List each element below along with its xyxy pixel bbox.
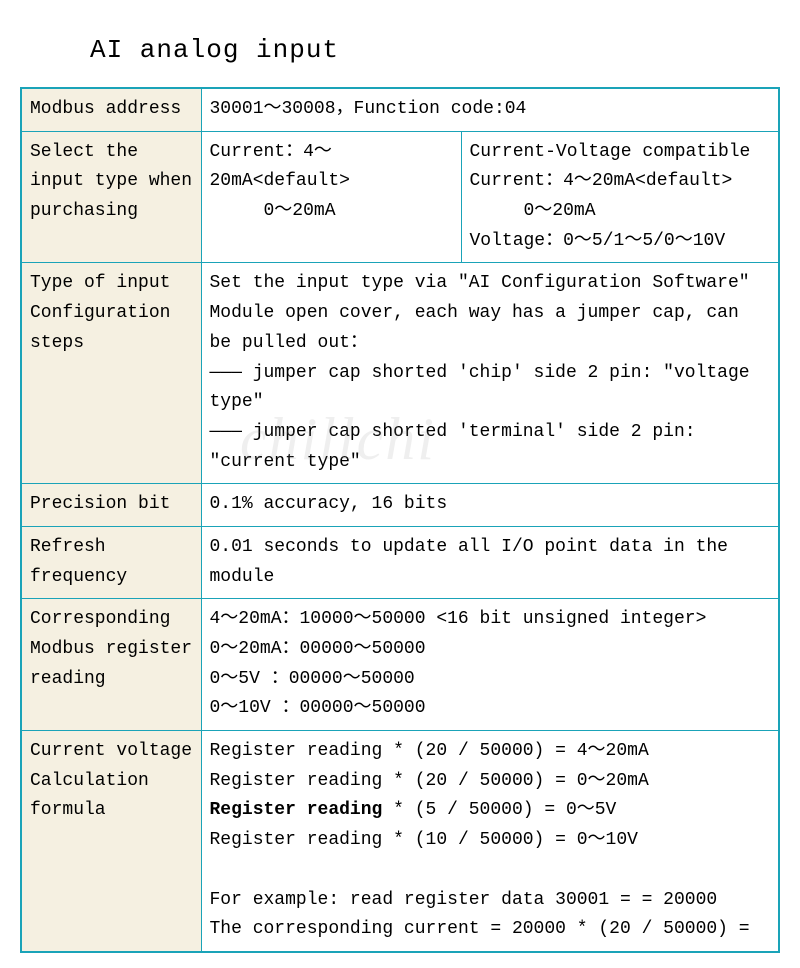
value-formula: Register reading * (20 / 50000) = 4～20mA… bbox=[201, 731, 779, 952]
table-row: Refresh frequency 0.01 seconds to update… bbox=[21, 526, 779, 598]
value-input-type-compatible: Current-Voltage compatible Current：4～20m… bbox=[461, 131, 779, 263]
label-input-type: Select the input type when purchasing bbox=[21, 131, 201, 263]
label-modbus-address: Modbus address bbox=[21, 88, 201, 131]
text: The corresponding current = 20000 * (20 … bbox=[210, 919, 750, 939]
value-input-type-current: Current：4～ 20mA<default> 0～20mA bbox=[201, 131, 461, 263]
value-refresh: 0.01 seconds to update all I/O point dat… bbox=[201, 526, 779, 598]
label-precision: Precision bit bbox=[21, 484, 201, 527]
text: 0～20mA：00000～50000 bbox=[210, 639, 426, 659]
spec-table: Modbus address 30001～30008，Function code… bbox=[20, 87, 780, 953]
text: Voltage：0～5/1～5/0～10V bbox=[470, 231, 726, 251]
table-row: Corresponding Modbus register reading 4～… bbox=[21, 599, 779, 731]
text: Current：4～20mA<default> bbox=[470, 171, 733, 191]
label-config-steps: Type of input Configuration steps bbox=[21, 263, 201, 484]
value-modbus-address: 30001～30008，Function code:04 bbox=[201, 88, 779, 131]
text: 0～20mA bbox=[210, 201, 336, 221]
text: 0～10V ：00000～50000 bbox=[210, 698, 426, 718]
text: Register reading * (10 / 50000) = 0～10V bbox=[210, 830, 638, 850]
text bbox=[210, 860, 221, 880]
text: ——— jumper cap shorted 'terminal' side 2… bbox=[210, 422, 696, 472]
label-formula: Current voltage Calculation formula bbox=[21, 731, 201, 952]
text: Set the input type via "AI Configuration… bbox=[210, 273, 750, 293]
text: 0～20mA bbox=[470, 201, 596, 221]
text: Register reading * (20 / 50000) = 4～20mA bbox=[210, 741, 649, 761]
table-row: Select the input type when purchasing Cu… bbox=[21, 131, 779, 263]
table-row: Modbus address 30001～30008，Function code… bbox=[21, 88, 779, 131]
text: 20mA<default> bbox=[210, 171, 350, 191]
page-title: AI analog input bbox=[90, 35, 780, 65]
text: For example: read register data 30001 = … bbox=[210, 890, 718, 910]
text: 0～5V ：00000～50000 bbox=[210, 669, 415, 689]
label-register-reading: Corresponding Modbus register reading bbox=[21, 599, 201, 731]
text: Register reading * (20 / 50000) = 0～20mA bbox=[210, 771, 649, 791]
text-bold: Register reading bbox=[210, 800, 383, 820]
text: Module open cover, each way has a jumper… bbox=[210, 303, 739, 353]
text: * (5 / 50000) = 0～5V bbox=[382, 800, 616, 820]
text: 4～20mA：10000～50000 <16 bit unsigned inte… bbox=[210, 609, 707, 629]
table-row: Precision bit 0.1% accuracy, 16 bits bbox=[21, 484, 779, 527]
text: ——— jumper cap shorted 'chip' side 2 pin… bbox=[210, 363, 750, 413]
text: Current-Voltage compatible bbox=[470, 142, 751, 162]
text: Current：4～ bbox=[210, 142, 332, 162]
table-row: Type of input Configuration steps Set th… bbox=[21, 263, 779, 484]
value-precision: 0.1% accuracy, 16 bits bbox=[201, 484, 779, 527]
value-register-reading: 4～20mA：10000～50000 <16 bit unsigned inte… bbox=[201, 599, 779, 731]
table-row: Current voltage Calculation formula Regi… bbox=[21, 731, 779, 952]
label-refresh: Refresh frequency bbox=[21, 526, 201, 598]
value-config-steps: Set the input type via "AI Configuration… bbox=[201, 263, 779, 484]
